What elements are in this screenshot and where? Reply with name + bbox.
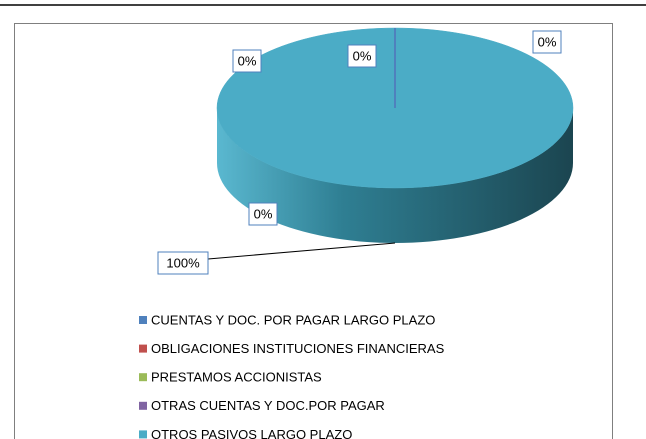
data-label: 0%: [254, 206, 273, 221]
data-label: 0%: [353, 48, 372, 63]
legend-swatch: [139, 316, 147, 324]
label-box: [347, 44, 377, 68]
legend-label: OBLIGACIONES INSTITUCIONES FINANCIERAS: [151, 341, 445, 356]
legend-swatch: [139, 344, 147, 353]
data-label: 100%: [166, 255, 200, 270]
label-box: [248, 202, 278, 226]
label-box: [157, 251, 209, 275]
data-label: 0%: [238, 53, 257, 68]
legend-label: CUENTAS Y DOC. POR PAGAR LARGO PLAZO: [151, 312, 435, 327]
legend-swatch: [139, 401, 147, 410]
legend-label: PRESTAMOS ACCIONISTAS: [151, 370, 322, 385]
pie-side: [217, 108, 573, 243]
label-box: [232, 49, 262, 73]
legend-label: OTROS PASIVOS LARGO PLAZO: [151, 427, 352, 439]
leader-line: [207, 242, 396, 260]
legend-swatch: [139, 373, 147, 382]
legend-swatch: [139, 430, 147, 439]
legend-label: OTRAS CUENTAS Y DOC.POR PAGAR: [151, 398, 385, 413]
data-label: 0%: [538, 34, 557, 49]
label-box: [532, 30, 562, 54]
